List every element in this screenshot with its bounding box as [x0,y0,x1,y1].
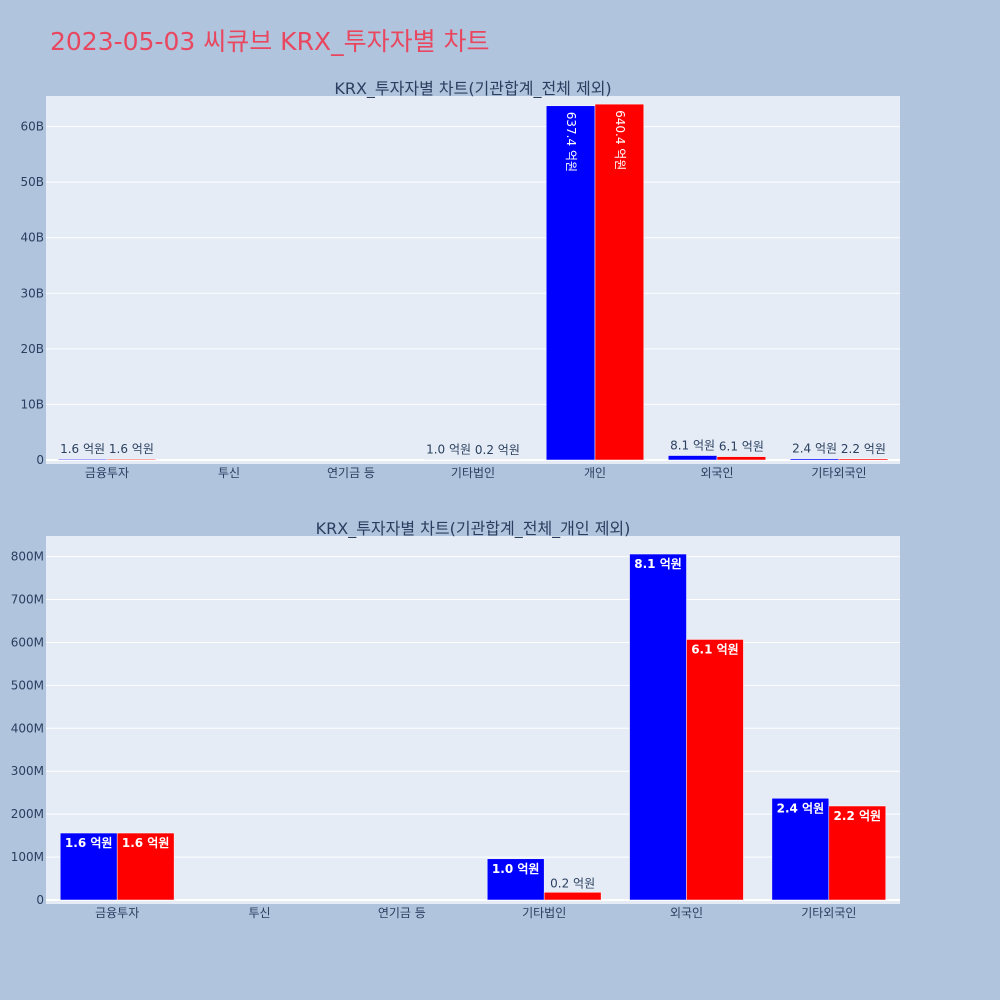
chart1-ytick-label: 10B [20,397,44,411]
chart2-ytick-label: 700M [11,593,44,607]
chart1-ytick-label: 40B [20,231,44,245]
chart2-ytick-label: 0 [36,893,44,907]
chart2-ytick-label: 100M [11,850,44,864]
chart2-data-label: 1.6 억원 [122,836,170,850]
chart1-title: KRX_투자자별 차트(기관합계_전체 제외) [334,79,611,99]
chart2-data-label: 2.2 억원 [834,809,882,823]
chart2-xtick-label: 금융투자 [95,906,139,920]
chart1-data-label: 1.0 억원 [426,442,471,456]
chart1-data-label: 1.6 억원 [109,442,154,456]
chart2-xtick-label: 연기금 등 [378,906,426,920]
chart2-ytick-label: 300M [11,764,44,778]
chart1-data-label: 637.4 억원 [564,112,578,172]
chart1-bar [789,458,840,461]
chart1-bar [57,458,108,461]
chart1-data-label: 0.2 억원 [475,443,520,457]
chart1-xtick-label: 연기금 등 [327,466,375,480]
chart2-ytick-label: 600M [11,635,44,649]
chart1-xtick-label: 투신 [218,466,240,480]
chart2-data-label: 0.2 억원 [550,876,595,890]
chart2-title: KRX_투자자별 차트(기관합계_전체_개인 제외) [316,519,631,539]
chart2-data-label: 6.1 억원 [691,642,739,656]
chart1-bar [423,459,474,461]
chart2-ytick-label: 400M [11,721,44,735]
chart1-data-label: 640.4 억원 [613,110,627,170]
chart1-plot-area [46,96,900,464]
chart1-data-label: 2.4 억원 [792,442,837,456]
chart1-data-label: 2.2 억원 [841,442,886,456]
chart2-xtick-label: 기타법인 [522,906,566,920]
chart2-xtick-label: 외국인 [670,906,703,920]
chart2-data-label: 1.6 억원 [65,836,113,850]
chart2-data-label: 8.1 억원 [634,557,682,571]
chart2-plot-area [46,536,900,904]
chart1-xtick-label: 개인 [584,466,606,480]
chart1-bar [106,458,157,461]
chart2-xtick-label: 기타외국인 [801,906,856,920]
chart2-bar [543,892,602,901]
chart1-ytick-label: 50B [20,175,44,189]
chart2-bar [771,798,830,901]
chart1-xtick-label: 기타외국인 [811,466,866,480]
chart2-ytick-label: 500M [11,678,44,692]
chart2-data-label: 1.0 억원 [492,862,540,876]
chart1-data-label: 8.1 억원 [670,439,715,453]
chart1-data-label: 6.1 억원 [719,440,764,454]
chart1-bar [716,456,767,461]
chart2-data-label: 2.4 억원 [777,801,825,815]
chart2-bar [486,858,545,901]
chart1-ytick-label: 0 [36,453,44,467]
chart1-xtick-label: 기타법인 [451,466,495,480]
chart2-ytick-label: 200M [11,807,44,821]
chart1-xtick-label: 외국인 [700,466,733,480]
chart2-bar [629,553,687,901]
chart1-xtick-label: 금융투자 [85,466,129,480]
chart2-bar [828,805,887,901]
chart2-ytick-label: 800M [11,550,44,564]
chart1-ytick-label: 60B [20,120,44,134]
chart2-bar [686,639,744,901]
chart1-bar [838,458,889,461]
chart1-bar [594,103,645,461]
chart1-bar [545,105,596,461]
chart1-data-label: 1.6 억원 [60,442,105,456]
chart2-bar [59,832,118,901]
chart1-bar [667,455,718,461]
chart1-ytick-label: 30B [20,286,44,300]
page-title: 2023-05-03 씨큐브 KRX_투자자별 차트 [50,27,490,56]
chart2-bar [116,832,175,901]
chart2-xtick-label: 투신 [248,906,270,920]
chart1-ytick-label: 20B [20,342,44,356]
